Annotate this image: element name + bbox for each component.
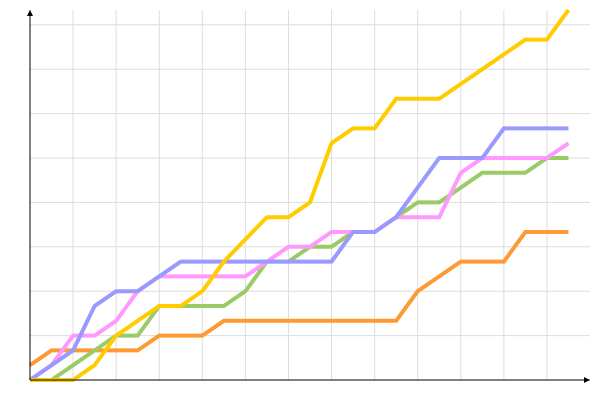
- grid: [30, 10, 590, 380]
- series-line-1: [28, 230, 569, 367]
- y-axis-arrow-icon: [27, 10, 33, 16]
- series-line-2: [30, 156, 569, 382]
- series-lines: [28, 8, 571, 382]
- series-line-4: [28, 126, 569, 382]
- x-axis-arrow-icon: [584, 377, 590, 383]
- series-line-3: [28, 141, 570, 382]
- axes: [27, 10, 590, 383]
- series-line-5: [30, 8, 571, 382]
